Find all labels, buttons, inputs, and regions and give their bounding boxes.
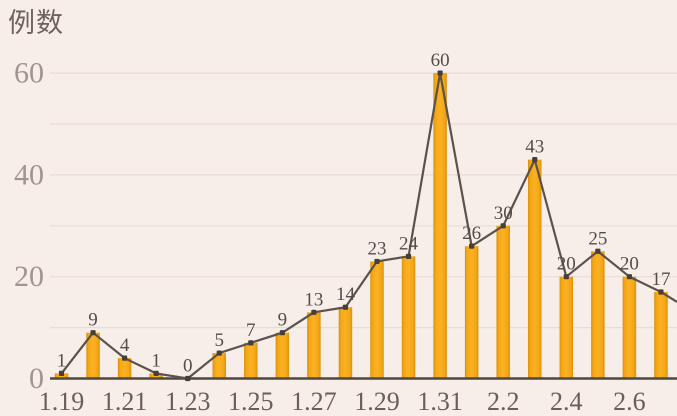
data-label: 13	[304, 289, 323, 310]
data-label: 20	[557, 254, 576, 275]
bar	[433, 73, 447, 379]
data-label: 1	[57, 350, 67, 371]
data-point-marker	[279, 330, 285, 336]
data-label: 23	[368, 238, 387, 259]
data-label: 0	[183, 356, 193, 377]
data-label: 24	[399, 233, 419, 254]
data-point-marker	[153, 370, 159, 377]
data-point-marker	[658, 289, 664, 295]
bar	[307, 312, 321, 379]
data-label: 14	[336, 284, 356, 305]
bar	[117, 358, 132, 379]
bar	[654, 291, 668, 379]
x-tick-label: 1.21	[102, 387, 148, 416]
x-tick-label: 1.29	[354, 387, 400, 416]
data-point-marker	[626, 274, 632, 280]
data-point-marker	[437, 70, 443, 76]
data-point-marker	[216, 350, 222, 356]
y-axis-title: 例数	[8, 8, 64, 38]
data-label: 4	[120, 335, 130, 356]
data-label: 30	[494, 203, 513, 224]
y-tick-label: 0	[29, 362, 44, 395]
data-point-marker	[122, 355, 128, 361]
bar	[591, 251, 605, 379]
data-label: 5	[215, 330, 225, 351]
data-label: 9	[278, 310, 288, 331]
data-label: 26	[462, 223, 481, 244]
bar	[370, 261, 384, 379]
y-tick-label: 40	[14, 158, 44, 191]
data-label: 20	[620, 254, 639, 275]
bar	[244, 342, 258, 379]
data-point-marker	[311, 309, 317, 315]
bar	[338, 307, 353, 379]
x-tick-label: 2.4	[550, 387, 583, 416]
data-point-marker	[500, 223, 506, 229]
bar	[496, 225, 510, 379]
data-label: 43	[525, 137, 544, 158]
y-tick-label: 60	[14, 57, 44, 90]
x-tick-label: 1.25	[228, 387, 274, 416]
data-point-marker	[248, 340, 254, 346]
data-point-marker	[532, 157, 538, 163]
data-point-marker	[469, 243, 475, 249]
bar	[401, 256, 416, 379]
bar	[528, 159, 542, 379]
bar	[275, 332, 290, 379]
x-tick-label: 2.2	[487, 387, 520, 416]
data-label: 17	[651, 269, 670, 290]
bar	[212, 353, 226, 379]
data-point-marker	[563, 274, 569, 280]
bar	[464, 246, 479, 379]
bar	[622, 276, 637, 379]
y-tick-label: 20	[14, 260, 44, 293]
data-label: 1	[151, 350, 161, 371]
x-tick-label: 1.23	[165, 387, 211, 416]
data-point-marker	[374, 258, 380, 265]
x-tick-label: 1.19	[39, 387, 85, 416]
data-point-marker	[58, 370, 65, 377]
bar	[559, 276, 574, 379]
data-label: 25	[588, 228, 607, 249]
data-label: 9	[88, 310, 98, 331]
data-label: 7	[246, 320, 256, 341]
bar	[86, 332, 100, 379]
x-tick-label: 1.31	[417, 387, 463, 416]
x-tick-label: 2.6	[613, 387, 646, 416]
data-label: 60	[431, 50, 450, 71]
data-point-marker	[185, 375, 191, 382]
data-point-marker	[342, 304, 349, 310]
data-point-marker	[90, 330, 96, 336]
data-point-marker	[405, 253, 412, 259]
data-point-marker	[595, 248, 601, 254]
x-tick-label: 1.27	[291, 387, 337, 416]
